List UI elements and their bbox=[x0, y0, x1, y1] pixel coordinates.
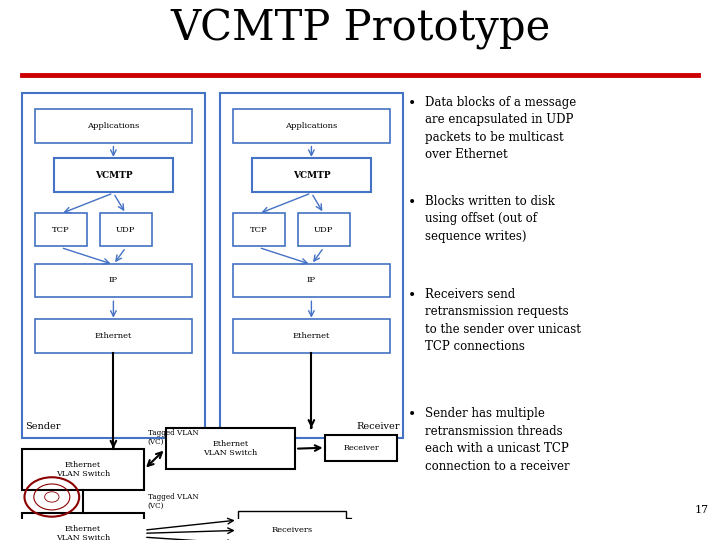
Text: TCP: TCP bbox=[250, 226, 267, 233]
FancyBboxPatch shape bbox=[22, 449, 144, 490]
FancyBboxPatch shape bbox=[233, 213, 285, 246]
FancyBboxPatch shape bbox=[298, 213, 350, 246]
FancyBboxPatch shape bbox=[233, 264, 390, 297]
Text: 17: 17 bbox=[695, 504, 709, 515]
Text: TCP: TCP bbox=[52, 226, 69, 233]
Text: •: • bbox=[408, 407, 416, 421]
Text: UDP: UDP bbox=[314, 226, 333, 233]
Text: Ethernet
VLAN Switch: Ethernet VLAN Switch bbox=[203, 440, 258, 457]
Text: Data blocks of a message
are encapsulated in UDP
packets to be multicast
over Et: Data blocks of a message are encapsulate… bbox=[425, 96, 576, 161]
FancyBboxPatch shape bbox=[54, 158, 173, 192]
FancyBboxPatch shape bbox=[233, 109, 390, 143]
Text: •: • bbox=[408, 288, 416, 302]
Text: Ethernet: Ethernet bbox=[95, 332, 132, 340]
Text: IP: IP bbox=[109, 276, 118, 285]
Text: •: • bbox=[408, 96, 416, 110]
Text: •: • bbox=[408, 194, 416, 208]
FancyBboxPatch shape bbox=[35, 109, 192, 143]
Text: IP: IP bbox=[307, 276, 316, 285]
Text: Sender: Sender bbox=[25, 422, 60, 430]
Text: Receivers: Receivers bbox=[271, 526, 312, 535]
FancyBboxPatch shape bbox=[238, 511, 346, 540]
FancyBboxPatch shape bbox=[249, 524, 357, 540]
FancyBboxPatch shape bbox=[233, 319, 390, 353]
FancyBboxPatch shape bbox=[35, 319, 192, 353]
Text: Sender has multiple
retransmission threads
each with a unicast TCP
connection to: Sender has multiple retransmission threa… bbox=[425, 407, 570, 472]
Text: Applications: Applications bbox=[285, 122, 338, 130]
Text: Ethernet
VLAN Switch: Ethernet VLAN Switch bbox=[55, 461, 110, 478]
Text: Applications: Applications bbox=[87, 122, 140, 130]
FancyBboxPatch shape bbox=[243, 518, 351, 540]
FancyBboxPatch shape bbox=[22, 93, 205, 438]
Text: UDP: UDP bbox=[116, 226, 135, 233]
Text: Ethernet: Ethernet bbox=[293, 332, 330, 340]
Text: Blocks written to disk
using offset (out of
sequence writes): Blocks written to disk using offset (out… bbox=[425, 194, 554, 242]
FancyBboxPatch shape bbox=[22, 512, 144, 540]
FancyBboxPatch shape bbox=[325, 435, 397, 461]
Text: Receiver: Receiver bbox=[356, 422, 400, 430]
Text: Receiver: Receiver bbox=[343, 444, 379, 451]
Text: VCMTP Prototype: VCMTP Prototype bbox=[170, 8, 550, 50]
FancyBboxPatch shape bbox=[252, 158, 371, 192]
FancyBboxPatch shape bbox=[166, 428, 295, 469]
Text: Tagged VLAN
(VC): Tagged VLAN (VC) bbox=[148, 492, 198, 510]
Text: VCMTP: VCMTP bbox=[292, 171, 330, 180]
Text: Receivers send
retransmission requests
to the sender over unicast
TCP connection: Receivers send retransmission requests t… bbox=[425, 288, 580, 353]
FancyBboxPatch shape bbox=[220, 93, 403, 438]
FancyBboxPatch shape bbox=[35, 213, 87, 246]
Text: Tagged VLAN
(VC): Tagged VLAN (VC) bbox=[148, 429, 198, 446]
FancyBboxPatch shape bbox=[35, 264, 192, 297]
Text: Ethernet
VLAN Switch: Ethernet VLAN Switch bbox=[55, 525, 110, 540]
FancyBboxPatch shape bbox=[99, 213, 152, 246]
Text: VCMTP: VCMTP bbox=[94, 171, 132, 180]
